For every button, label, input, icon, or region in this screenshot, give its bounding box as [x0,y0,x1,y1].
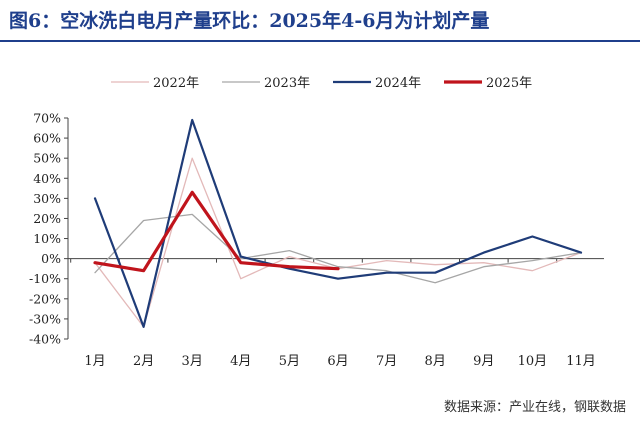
series-line-0 [94,157,582,328]
x-tick-label: 4月 [230,354,251,369]
y-tick-label: 20% [33,211,61,226]
y-tick-label: 30% [33,191,61,206]
y-tick-label: 40% [33,171,61,186]
x-tick-label: 8月 [425,354,446,369]
legend-label: 2022年 [153,76,199,91]
x-tick-label: 3月 [182,354,203,369]
x-tick-label: 5月 [279,354,300,369]
y-tick-label: -40% [29,332,61,347]
x-tick-label: 1月 [84,354,105,369]
x-tick-label: 6月 [327,354,348,369]
series-line-2 [93,118,583,328]
legend-label: 2024年 [375,76,421,91]
x-tick-label: 10月 [518,354,548,369]
chart-axes: -40% -30% -20% -10% 0% 10% 20% 30% 40% 50% 60% 70% 1… [29,111,604,369]
y-tick-label: 50% [33,151,61,166]
x-tick-label: 9月 [473,354,494,369]
y-tick-label: -30% [29,311,61,326]
y-tick-label: -10% [29,271,61,286]
x-tick-label: 2月 [133,354,154,369]
y-tick-label: 70% [33,111,61,126]
y-tick-label: 10% [33,231,61,246]
figure-title: 图6：空冰洗白电月产量环比：2025年4-6月为计划产量 [9,10,490,32]
x-tick-label: 7月 [376,354,397,369]
chart-series [93,118,583,328]
legend-label: 2023年 [264,76,310,91]
legend-label: 2025年 [486,76,532,91]
series-line-3 [93,190,340,273]
title-underline [0,40,640,42]
chart-legend: 2022年 2023年 2024年 2025年 [111,76,532,91]
y-tick-label: -20% [29,291,61,306]
source-note: 数据来源：产业在线，钢联数据 [443,400,626,415]
x-tick-label: 11月 [566,354,596,369]
y-tick-label: 60% [33,131,61,146]
y-tick-label: 0% [41,251,61,266]
